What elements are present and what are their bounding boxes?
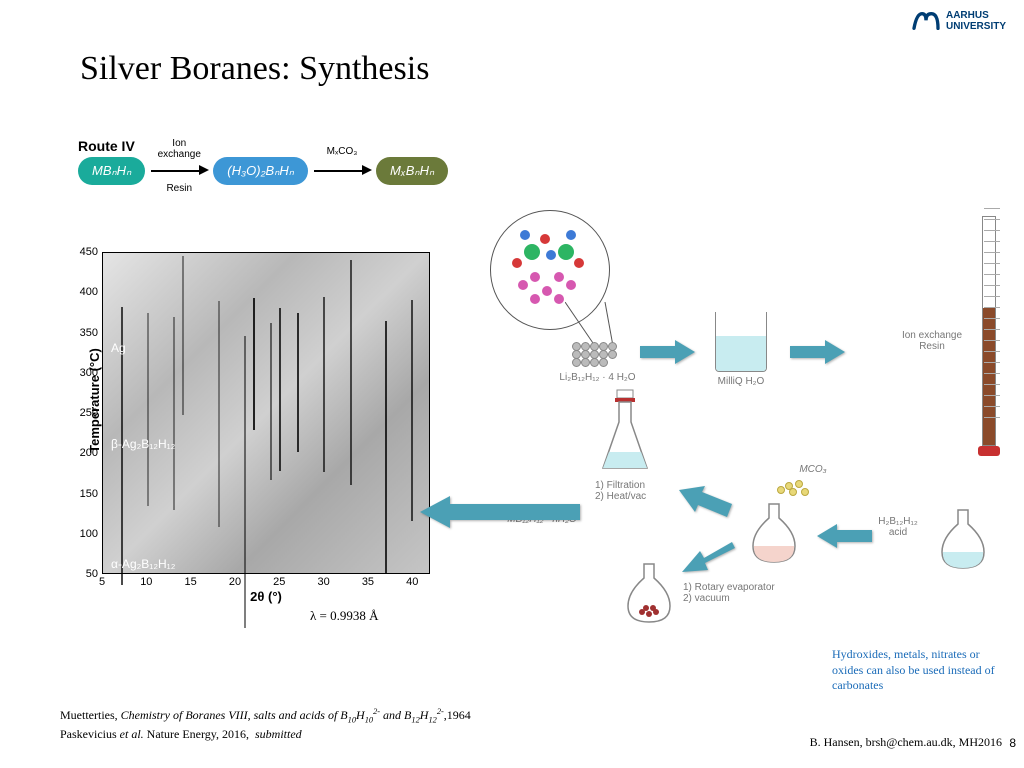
xrd-plot: Temperature (°C) 50100150200250300350400…	[60, 252, 440, 602]
product-flask	[620, 560, 678, 626]
synthesis-schematic: Li₂B₁₂H₁₂ · 4 H₂O MilliQ H₂O Ion exchang…	[455, 210, 1004, 648]
arrow-to-column	[790, 338, 845, 366]
column-label: Ion exchange Resin	[894, 330, 970, 352]
erlenmeyer-flask	[595, 388, 655, 476]
x-axis-label: 2θ (°)	[102, 589, 430, 604]
ion-exchange-column	[976, 202, 1002, 482]
wavelength: λ = 0.9938 Å	[310, 608, 379, 624]
arrow-to-rotary	[680, 536, 735, 576]
note: Hydroxides, metals, nitrates or oxides c…	[832, 647, 1002, 694]
route-step3: MₓBₙHₙ	[376, 157, 448, 185]
powder-label: Li₂B₁₂H₁₂ · 4 H₂O	[550, 372, 645, 383]
footer: B. Hansen, brsh@chem.au.dk, MH2016	[810, 735, 1002, 750]
arrow-from-acid	[817, 522, 872, 550]
arrow-to-erlenmeyer	[677, 482, 732, 522]
au-logo-icon	[912, 11, 940, 31]
reference-2: Paskevicius et al. Nature Energy, 2016, …	[60, 727, 302, 742]
logo: AARHUSUNIVERSITY	[912, 10, 1006, 32]
route-arrow2: MₓCO₃	[312, 156, 372, 186]
logo-line2: UNIVERSITY	[946, 21, 1006, 32]
route-arrow1: Ionexchange Resin	[149, 156, 209, 186]
carbonate-pile	[775, 478, 815, 500]
route-flow: MBₙHₙ Ionexchange Resin (H₃O)₂BₙHₙ MₓCO₃…	[78, 156, 448, 186]
reference-1: Muetterties, Chemistry of Boranes VIII, …	[60, 707, 471, 724]
carbonate-label: MCO₃	[791, 464, 835, 475]
powder-pile	[570, 340, 620, 368]
acid-flask	[934, 506, 992, 572]
plot-area: Agβ-Ag₂B₁₂H₁₂α-Ag₂B₁₂H₁₂	[102, 252, 430, 574]
slide-title: Silver Boranes: Synthesis	[80, 50, 429, 88]
beaker-label: MilliQ H₂O	[709, 376, 773, 387]
page-number: 8	[1009, 736, 1016, 750]
reaction-flask	[745, 500, 803, 566]
acid-label: H₂B₁₂H₁₂ acid	[868, 516, 928, 538]
logo-line1: AARHUS	[946, 10, 989, 21]
x-axis: 2θ (°) 510152025303540	[102, 574, 430, 602]
rotary-steps: 1) Rotary evaporator2) vacuum	[683, 582, 793, 604]
route-label: Route IV	[78, 138, 135, 154]
beaker	[715, 312, 767, 372]
erlen-steps: 1) Filtration2) Heat/vac	[595, 480, 665, 502]
y-axis-label: Temperature (°C)	[87, 348, 102, 453]
route-step2: (H₃O)₂BₙHₙ	[213, 157, 308, 185]
arrow-to-plot	[420, 494, 580, 530]
route-step1: MBₙHₙ	[78, 157, 145, 185]
arrow-to-beaker	[640, 338, 695, 366]
y-axis: Temperature (°C) 50100150200250300350400…	[60, 252, 102, 574]
